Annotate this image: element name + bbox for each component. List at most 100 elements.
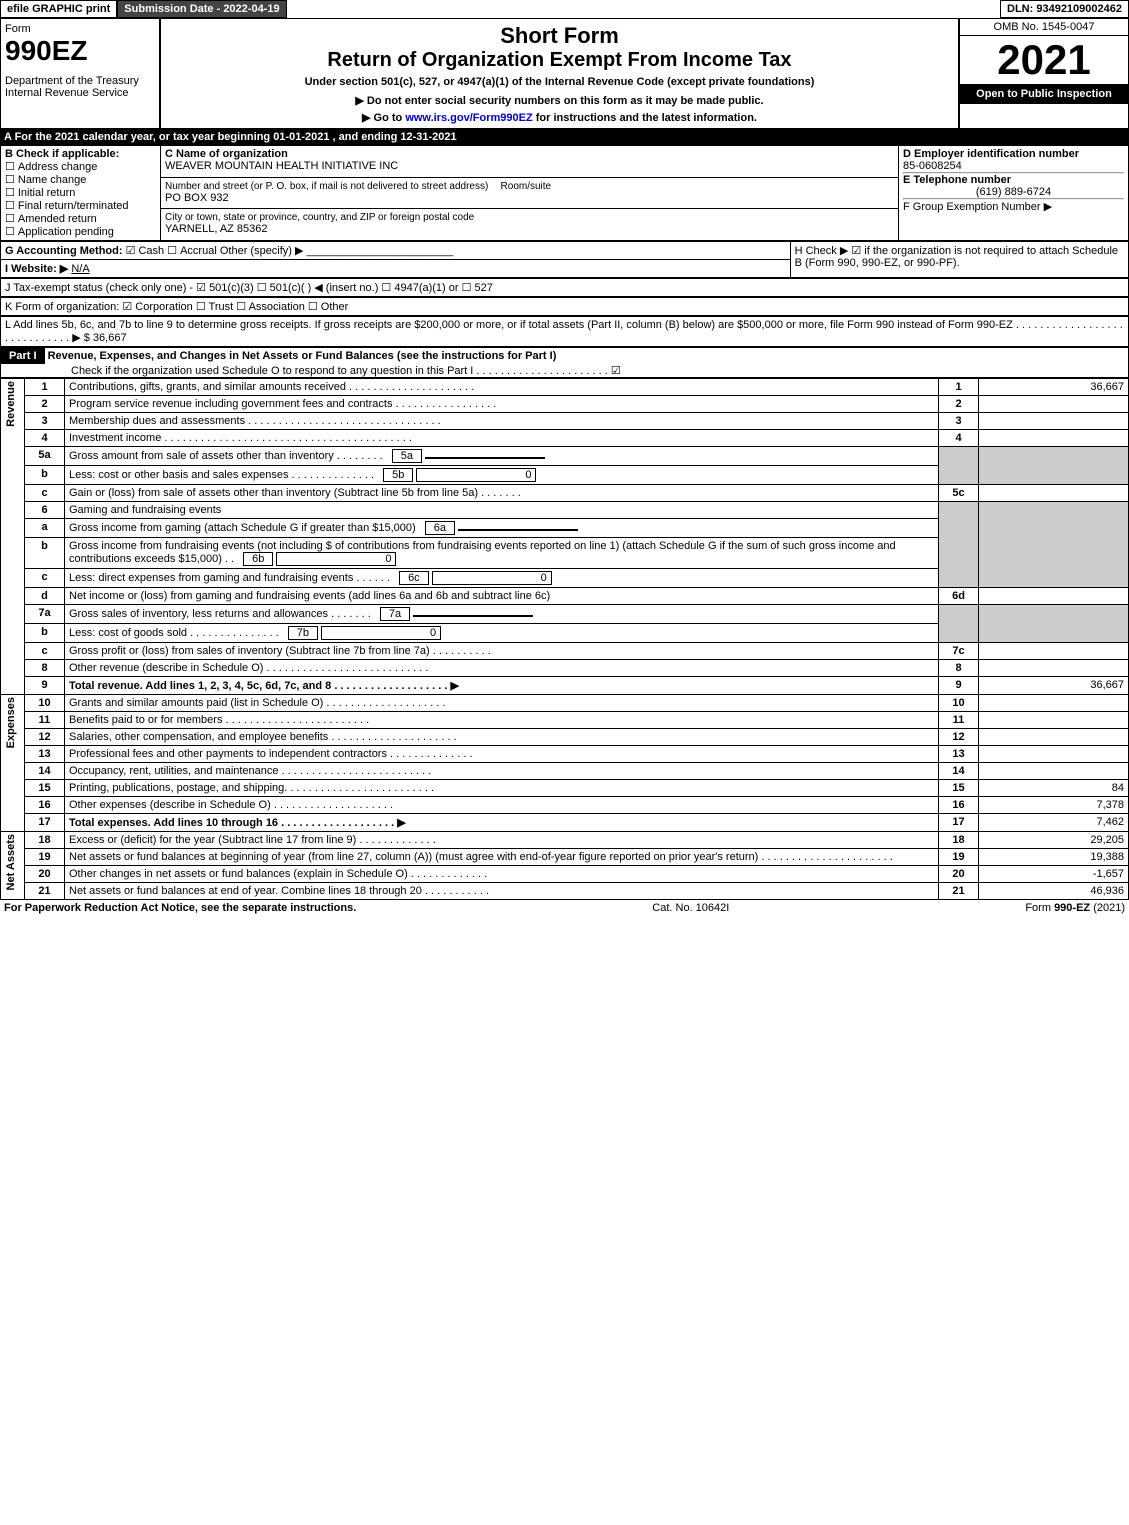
telephone: (619) 889-6724	[903, 186, 1124, 198]
desc-6c: Less: direct expenses from gaming and fu…	[69, 572, 390, 584]
amt-13	[979, 746, 1129, 763]
addr-change[interactable]: Address change	[5, 161, 97, 173]
footer-left: For Paperwork Reduction Act Notice, see …	[4, 902, 356, 914]
ein: 85-0608254	[903, 160, 962, 172]
amt-16: 7,378	[979, 797, 1129, 814]
final-return[interactable]: Final return/terminated	[5, 200, 129, 212]
desc-16: Other expenses (describe in Schedule O) …	[65, 797, 939, 814]
amt-7c	[979, 643, 1129, 660]
desc-17: Total expenses. Add lines 10 through 16 …	[69, 817, 406, 829]
desc-7b: Less: cost of goods sold . . . . . . . .…	[69, 627, 279, 639]
box-5a: 5a	[392, 449, 422, 463]
desc-19: Net assets or fund balances at beginning…	[65, 849, 939, 866]
street-label: Number and street (or P. O. box, if mail…	[165, 181, 488, 192]
gh-block: G Accounting Method: Cash Accrual Other …	[0, 241, 1129, 278]
box-6a: 6a	[425, 521, 455, 535]
desc-20: Other changes in net assets or fund bala…	[65, 866, 939, 883]
amt-21: 46,936	[979, 883, 1129, 900]
desc-3: Membership dues and assessments . . . . …	[65, 413, 939, 430]
box-6c: 6c	[399, 571, 429, 585]
k-row: K Form of organization: ☑ Corporation ☐ …	[0, 297, 1129, 316]
l-row: L Add lines 5b, 6c, and 7b to line 9 to …	[0, 316, 1129, 347]
amt-8	[979, 660, 1129, 677]
form-number: 990EZ	[5, 35, 155, 67]
section-revenue: Revenue	[5, 381, 17, 427]
amt-19: 19,388	[979, 849, 1129, 866]
amended-return[interactable]: Amended return	[5, 213, 97, 225]
desc-6a: Gross income from gaming (attach Schedul…	[69, 522, 416, 534]
tax-year: 2021	[960, 36, 1128, 84]
i-label: I Website: ▶	[5, 263, 68, 275]
omb: OMB No. 1545-0047	[960, 19, 1128, 36]
app-pending[interactable]: Application pending	[5, 226, 114, 238]
short-form: Short Form	[165, 23, 954, 49]
sub-7a	[413, 615, 533, 617]
part1-title: Revenue, Expenses, and Changes in Net As…	[48, 350, 557, 362]
sub-5a	[425, 457, 545, 459]
desc-14: Occupancy, rent, utilities, and maintena…	[65, 763, 939, 780]
desc-2: Program service revenue including govern…	[65, 396, 939, 413]
sub-5b: 0	[416, 468, 536, 482]
box-5b: 5b	[383, 468, 413, 482]
f-label: F Group Exemption Number ▶	[903, 201, 1052, 213]
d-label: D Employer identification number	[903, 148, 1079, 160]
lines-table: Revenue 1Contributions, gifts, grants, a…	[0, 378, 1129, 900]
desc-5b: Less: cost or other basis and sales expe…	[69, 469, 374, 481]
desc-8: Other revenue (describe in Schedule O) .…	[65, 660, 939, 677]
amt-11	[979, 712, 1129, 729]
note-ssn: ▶ Do not enter social security numbers o…	[165, 94, 954, 107]
desc-9: Total revenue. Add lines 1, 2, 3, 4, 5c,…	[69, 680, 459, 692]
desc-5a: Gross amount from sale of assets other t…	[69, 450, 383, 462]
h-text: H Check ▶ ☑ if the organization is not r…	[790, 242, 1128, 278]
desc-6b: Gross income from fundraising events (no…	[69, 540, 896, 565]
footer: For Paperwork Reduction Act Notice, see …	[0, 900, 1129, 916]
amt-14	[979, 763, 1129, 780]
amt-10	[979, 695, 1129, 712]
g-cash[interactable]: Cash	[126, 245, 165, 257]
amt-2	[979, 396, 1129, 413]
desc-7c: Gross profit or (loss) from sales of inv…	[65, 643, 939, 660]
g-accrual[interactable]: Accrual	[167, 245, 217, 257]
top-strip: efile GRAPHIC print Submission Date - 20…	[0, 0, 1129, 18]
c-label: C Name of organization	[165, 148, 288, 160]
desc-15: Printing, publications, postage, and shi…	[65, 780, 939, 797]
section-expenses: Expenses	[5, 697, 17, 748]
website: N/A	[71, 263, 89, 275]
desc-7a: Gross sales of inventory, less returns a…	[69, 608, 371, 620]
box-7a: 7a	[380, 607, 410, 621]
g-other: Other (specify) ▶	[220, 245, 304, 257]
amt-17: 7,462	[979, 814, 1129, 832]
amt-12	[979, 729, 1129, 746]
info-block: B Check if applicable: Address change Na…	[0, 145, 1129, 241]
city: YARNELL, AZ 85362	[165, 223, 268, 235]
amt-9: 36,667	[979, 677, 1129, 695]
amt-15: 84	[979, 780, 1129, 797]
amt-3	[979, 413, 1129, 430]
sub-6b: 0	[276, 552, 396, 566]
note-url: ▶ Go to www.irs.gov/Form990EZ for instru…	[165, 111, 954, 124]
initial-return[interactable]: Initial return	[5, 187, 75, 199]
section-netassets: Net Assets	[5, 834, 17, 890]
org-name: WEAVER MOUNTAIN HEALTH INITIATIVE INC	[165, 160, 398, 172]
street: PO BOX 932	[165, 192, 229, 204]
desc-21: Net assets or fund balances at end of ye…	[65, 883, 939, 900]
name-change[interactable]: Name change	[5, 174, 86, 186]
desc-12: Salaries, other compensation, and employ…	[65, 729, 939, 746]
footer-right: Form 990-EZ (2021)	[1025, 902, 1125, 914]
part1-label: Part I	[1, 348, 45, 364]
box-6b: 6b	[243, 552, 273, 566]
desc-13: Professional fees and other payments to …	[65, 746, 939, 763]
open-inspection: Open to Public Inspection	[960, 84, 1128, 104]
room-label: Room/suite	[501, 181, 552, 192]
amt-6d	[979, 588, 1129, 605]
amt-4	[979, 430, 1129, 447]
amt-20: -1,657	[979, 866, 1129, 883]
submission-date: Submission Date - 2022-04-19	[117, 0, 286, 18]
desc-6: Gaming and fundraising events	[65, 502, 939, 519]
sub-7b: 0	[321, 626, 441, 640]
part1-check: Check if the organization used Schedule …	[1, 365, 621, 377]
irs-link[interactable]: www.irs.gov/Form990EZ	[405, 112, 532, 124]
dln: DLN: 93492109002462	[1000, 0, 1129, 18]
desc-1: Contributions, gifts, grants, and simila…	[65, 379, 939, 396]
g-label: G Accounting Method:	[5, 245, 123, 257]
